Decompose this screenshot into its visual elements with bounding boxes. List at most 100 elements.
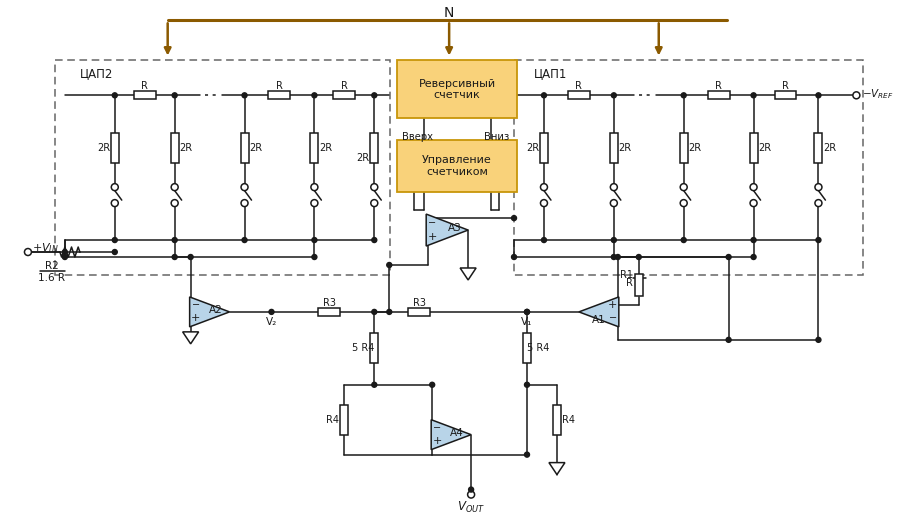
Circle shape — [172, 255, 177, 259]
Circle shape — [371, 183, 378, 191]
Text: V₁: V₁ — [521, 317, 533, 327]
Text: R: R — [575, 81, 582, 91]
Bar — [775, 91, 796, 100]
Circle shape — [310, 200, 318, 207]
Circle shape — [752, 93, 756, 98]
Circle shape — [525, 382, 529, 387]
Circle shape — [172, 93, 177, 98]
Text: $-V_{REF}$: $-V_{REF}$ — [862, 88, 894, 101]
Text: +: + — [433, 436, 442, 446]
Text: 2R: 2R — [356, 153, 370, 163]
Circle shape — [816, 338, 821, 342]
Bar — [340, 405, 348, 435]
Text: 2R: 2R — [97, 143, 111, 153]
Text: 2R: 2R — [249, 143, 262, 153]
Polygon shape — [183, 332, 199, 344]
Text: Вверх: Вверх — [401, 132, 433, 142]
Circle shape — [241, 200, 248, 207]
Circle shape — [525, 309, 529, 314]
Text: 2R: 2R — [758, 143, 771, 153]
Bar — [610, 133, 617, 163]
Circle shape — [853, 92, 859, 99]
Text: R3: R3 — [413, 298, 426, 308]
Circle shape — [541, 200, 547, 207]
Circle shape — [310, 183, 318, 191]
Circle shape — [312, 93, 317, 98]
Circle shape — [312, 238, 317, 243]
Circle shape — [24, 249, 32, 255]
FancyBboxPatch shape — [397, 140, 517, 192]
Bar — [540, 133, 548, 163]
Polygon shape — [579, 297, 619, 327]
Circle shape — [468, 491, 474, 498]
Bar — [750, 133, 758, 163]
Circle shape — [62, 255, 68, 259]
Bar — [370, 333, 378, 363]
Bar — [370, 133, 378, 163]
Bar — [409, 308, 430, 316]
Text: R: R — [716, 81, 722, 91]
Circle shape — [541, 183, 547, 191]
Text: V₂: V₂ — [266, 317, 277, 327]
Text: R: R — [141, 81, 149, 91]
Circle shape — [387, 263, 392, 267]
Text: $V_{OUT}$: $V_{OUT}$ — [457, 500, 485, 515]
Circle shape — [172, 238, 177, 243]
Circle shape — [511, 216, 517, 220]
Text: R4: R4 — [562, 415, 575, 425]
Text: 2R: 2R — [526, 143, 540, 153]
Bar — [319, 308, 340, 316]
Bar — [310, 133, 319, 163]
Text: $+V_{IN}$: $+V_{IN}$ — [32, 241, 58, 255]
Text: A3: A3 — [448, 223, 462, 233]
Circle shape — [636, 255, 642, 259]
Bar — [111, 133, 119, 163]
Text: ЦАП1: ЦАП1 — [534, 67, 567, 80]
Circle shape — [429, 382, 435, 387]
Circle shape — [752, 255, 756, 259]
Circle shape — [525, 452, 529, 457]
Text: ЦАП2: ЦАП2 — [80, 67, 113, 80]
Circle shape — [726, 338, 731, 342]
Circle shape — [387, 309, 392, 314]
Bar — [553, 405, 561, 435]
Text: +: + — [191, 314, 201, 324]
Text: R3: R3 — [323, 298, 336, 308]
Circle shape — [752, 238, 756, 243]
Text: Реверсивный
счетчик: Реверсивный счетчик — [418, 79, 496, 100]
Circle shape — [112, 200, 118, 207]
Text: 2R: 2R — [319, 143, 332, 153]
Text: A4: A4 — [450, 428, 464, 438]
Circle shape — [815, 183, 822, 191]
Circle shape — [372, 382, 377, 387]
Circle shape — [241, 183, 248, 191]
Text: R4: R4 — [326, 415, 339, 425]
Circle shape — [188, 255, 194, 259]
Text: A1: A1 — [592, 315, 606, 325]
Circle shape — [112, 183, 118, 191]
Polygon shape — [460, 268, 476, 280]
Circle shape — [171, 200, 178, 207]
FancyBboxPatch shape — [397, 60, 517, 118]
Bar — [707, 91, 730, 100]
Bar — [523, 333, 531, 363]
Text: Вниз: Вниз — [484, 132, 509, 142]
Circle shape — [610, 183, 617, 191]
Circle shape — [372, 238, 377, 243]
Circle shape — [542, 93, 546, 98]
Bar — [240, 133, 248, 163]
Text: −: − — [608, 314, 617, 324]
Text: Управление
счетчиком: Управление счетчиком — [422, 155, 492, 177]
Text: R1: R1 — [620, 270, 633, 280]
Circle shape — [542, 238, 546, 243]
Bar — [134, 91, 156, 100]
Bar — [814, 133, 823, 163]
Bar — [333, 91, 356, 100]
Circle shape — [610, 200, 617, 207]
Text: A2: A2 — [209, 305, 222, 315]
Text: +: + — [428, 232, 436, 242]
Text: R: R — [626, 278, 633, 288]
Text: −: − — [192, 301, 200, 311]
Circle shape — [611, 93, 616, 98]
Circle shape — [372, 309, 377, 314]
